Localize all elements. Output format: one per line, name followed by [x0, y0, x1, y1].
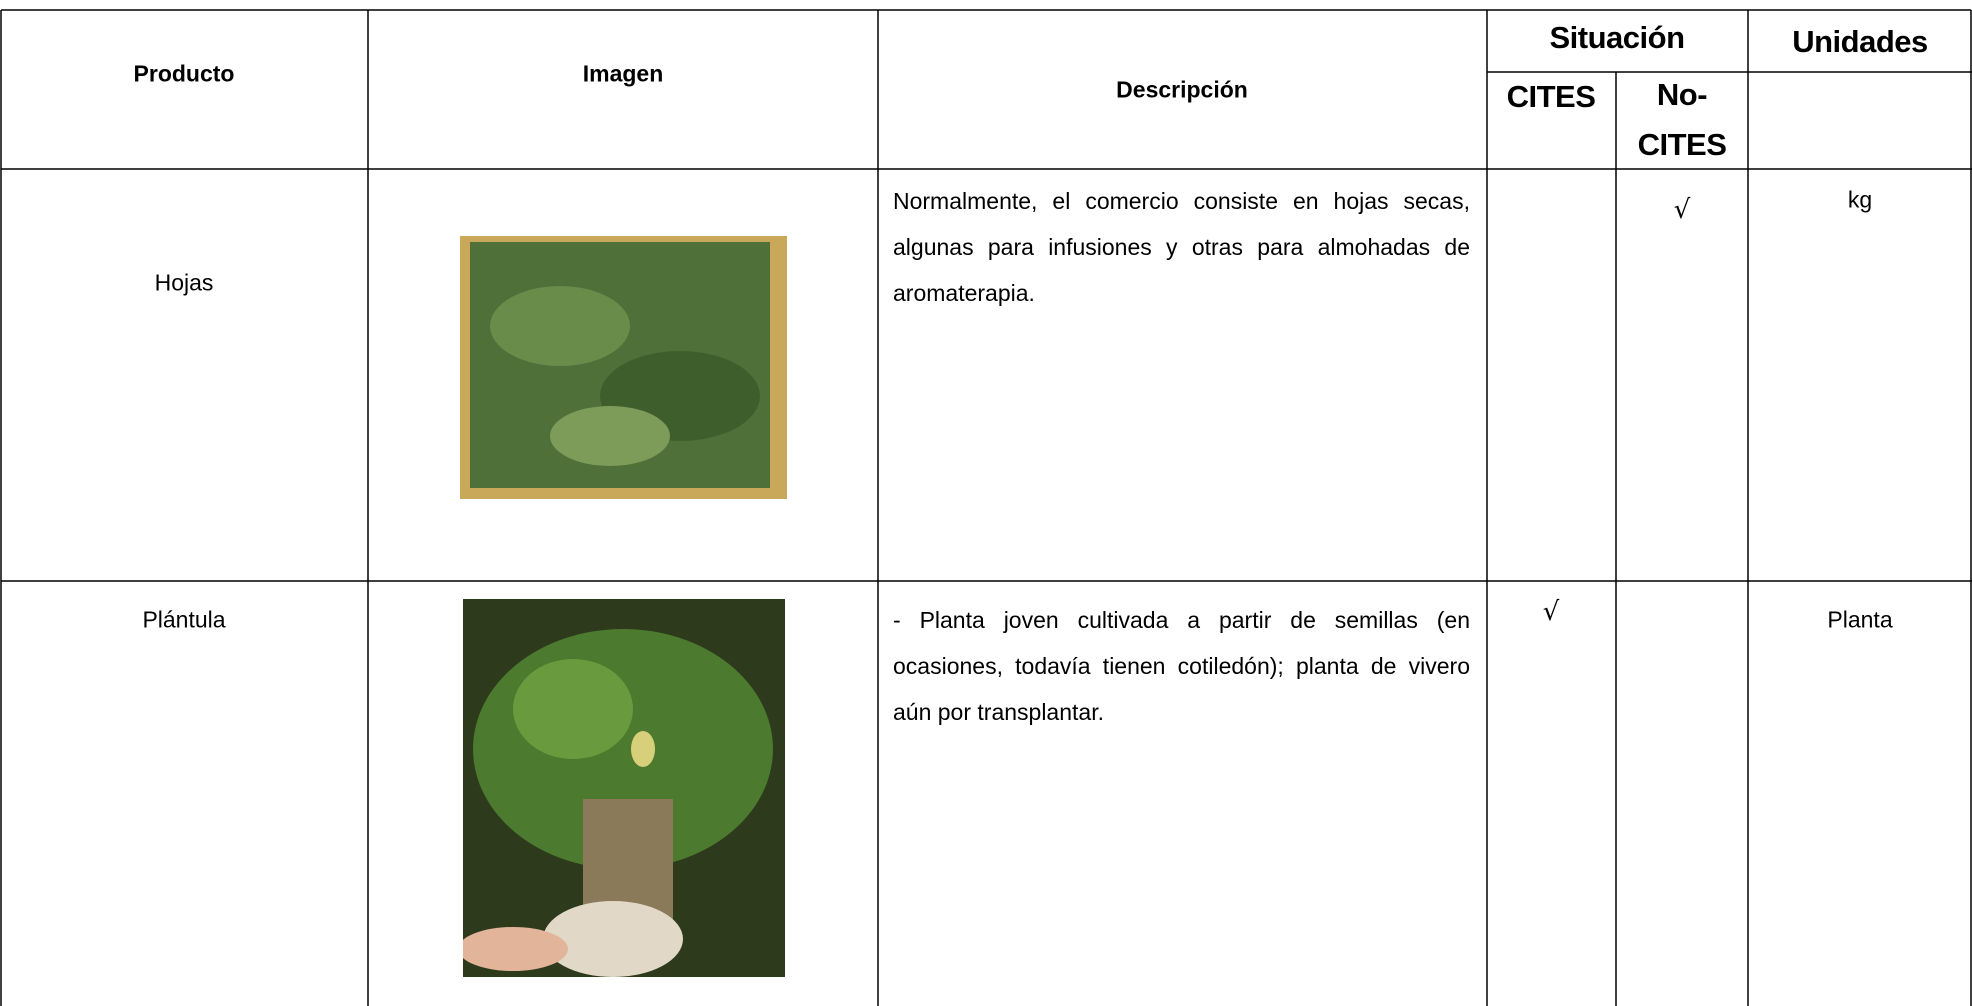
seedling-photo: [463, 599, 785, 977]
product: Hojas: [154, 269, 214, 296]
units: Planta: [1827, 606, 1893, 633]
product: Plántula: [142, 606, 226, 633]
leaves-photo: [460, 236, 787, 499]
header-description: Descripción: [1116, 76, 1248, 103]
header-non-cites: No-CITES: [1637, 77, 1727, 162]
check-mark: √: [1673, 195, 1691, 225]
header-product: Producto: [133, 60, 235, 87]
header-image: Imagen: [582, 60, 664, 87]
check-mark: √: [1542, 597, 1560, 627]
units: kg: [1847, 186, 1873, 213]
header-status: Situación: [1549, 20, 1685, 55]
description: - Planta joven cultivada a partir de sem…: [893, 607, 1470, 725]
header-cites: CITES: [1506, 79, 1596, 114]
header-units: Unidades: [1792, 24, 1928, 59]
description: Normalmente, el comercio consiste en hoj…: [893, 188, 1470, 306]
